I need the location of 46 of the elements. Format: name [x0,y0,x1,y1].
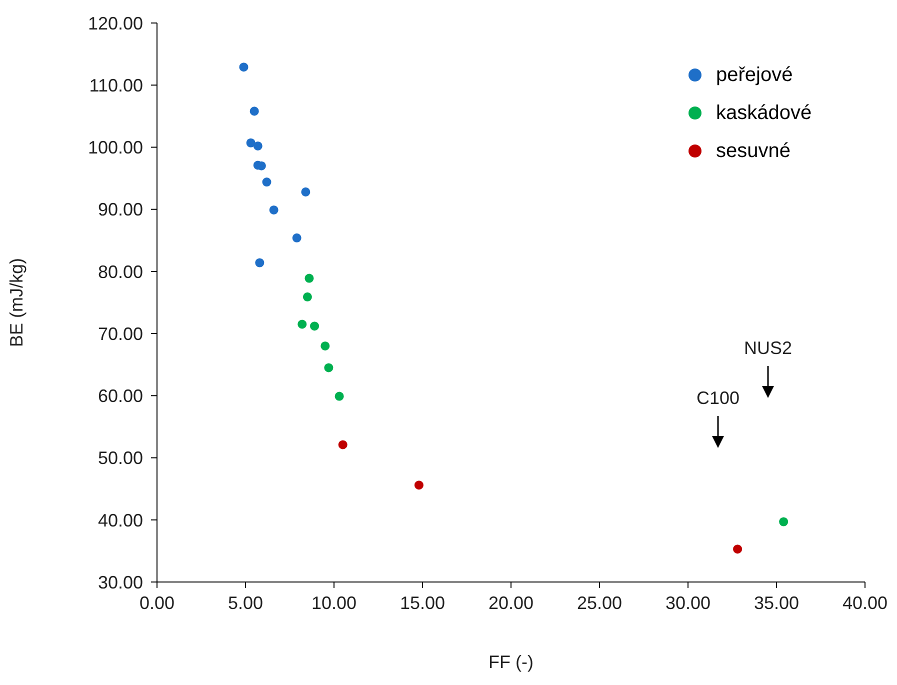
y-tick-label: 70.00 [98,324,143,344]
annotation: C100 [696,388,740,408]
legend-label: sesuvné [716,139,790,164]
point [302,292,312,302]
point [239,62,248,72]
point [304,274,314,283]
x-tick-label: 10.00 [311,592,357,613]
point [298,320,307,329]
point [320,341,330,350]
point [779,517,788,526]
y-tick-label: 60.00 [98,386,143,406]
point [733,544,742,554]
x-axis-title: FF (-) [488,652,534,672]
point [301,187,310,196]
x-tick-label: 30.00 [665,592,711,613]
x-tick-label: 40.00 [842,592,888,613]
y-tick-label: 90.00 [98,200,143,220]
point [269,205,278,214]
point [338,440,348,450]
point [324,363,334,372]
x-tick-label: 5.00 [228,592,264,613]
x-tick-label: 0.00 [139,592,175,613]
x-tick-label: 20.00 [488,592,534,613]
y-tick-label: 30.00 [98,572,143,592]
point [292,233,302,242]
y-tick-label: 120.00 [88,13,143,34]
annotation: NUS2 [744,338,792,358]
point [250,106,259,116]
y-tick-label: 40.00 [98,510,143,530]
point [414,480,424,490]
point [262,178,272,187]
point [310,322,320,331]
legend-label: peřejové [716,63,793,88]
x-tick-label: 15.00 [400,592,446,613]
legend-label: kaskádové [716,101,812,126]
y-tick-label: 80.00 [98,262,143,282]
y-tick-label: 100.00 [88,138,143,158]
point [253,141,262,150]
x-tick-label: 35.00 [754,592,800,613]
point [334,392,344,401]
point [246,138,256,148]
y-tick-label: 50.00 [98,448,143,468]
x-tick-label: 25.00 [576,592,622,613]
y-tick-label: 110.00 [89,76,143,96]
point [255,258,264,268]
y-axis-title: BE (mJ/kg) [6,258,26,348]
